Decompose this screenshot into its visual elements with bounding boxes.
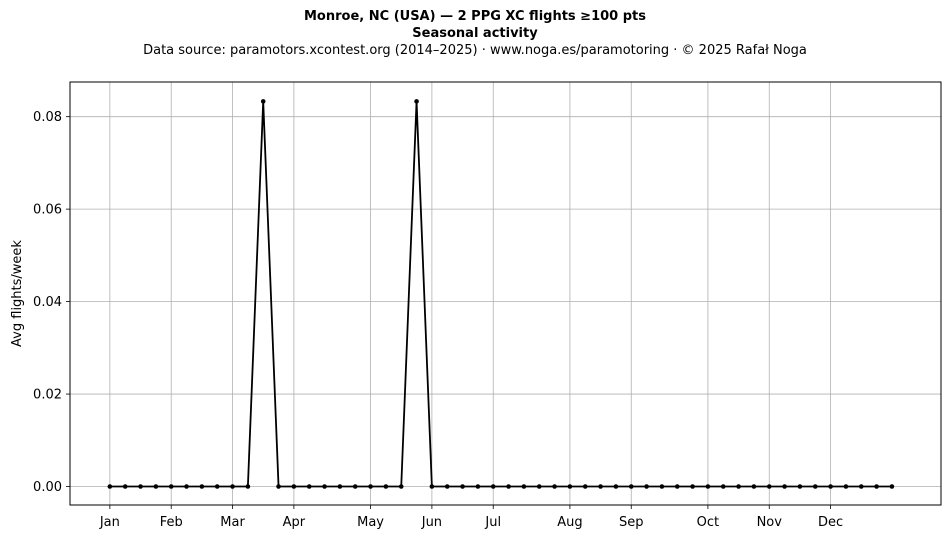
chart-title: Monroe, NC (USA) — 2 PPG XC flights ≥100… [304, 9, 646, 24]
data-point [245, 484, 251, 489]
data-point [230, 484, 235, 489]
y-axis: 0.00 0.02 0.04 0.06 0.08 [33, 110, 70, 495]
x-axis: Jan Feb Mar Apr May Jun Jul Aug Sep Oct Nov Dec [99, 505, 843, 530]
x-tick-label: Aug [557, 515, 582, 530]
data-point [659, 484, 665, 489]
data-point [812, 484, 818, 489]
data-point [138, 484, 143, 489]
data-point [736, 484, 741, 489]
chart-source-note: Data source: paramotors.xcontest.org (20… [143, 43, 807, 58]
data-point [874, 484, 879, 489]
x-tick-label: Apr [283, 515, 306, 530]
x-tick-label: Mar [220, 515, 245, 530]
x-tick-label: Feb [160, 515, 183, 530]
data-point [644, 484, 649, 489]
data-point [613, 484, 619, 489]
y-axis-label: Avg flights/week [10, 240, 25, 347]
data-point [460, 484, 465, 489]
y-tick-label: 0.04 [33, 295, 62, 310]
data-point [828, 484, 833, 489]
data-point [184, 484, 189, 489]
data-point [490, 484, 496, 489]
data-point [337, 484, 343, 489]
x-tick-label: Jul [484, 515, 501, 530]
data-point [552, 484, 557, 489]
data-point [889, 484, 895, 489]
data-point [582, 484, 588, 489]
chart-titles: Monroe, NC (USA) — 2 PPG XC flights ≥100… [0, 8, 950, 60]
data-point [690, 484, 695, 489]
y-tick-label: 0.02 [33, 388, 62, 403]
data-point [306, 484, 312, 489]
grid-lines [70, 82, 941, 505]
chart-subtitle: Seasonal activity [412, 26, 538, 41]
data-point [199, 484, 205, 489]
data-point [536, 484, 542, 489]
data-point [521, 484, 527, 489]
data-point [674, 484, 680, 489]
data-point [858, 484, 864, 489]
x-tick-label: Jan [99, 515, 120, 530]
data-point [751, 484, 757, 489]
plot-frame [69, 81, 942, 506]
y-tick-label: 0.00 [33, 480, 62, 495]
x-tick-label: Sep [619, 515, 644, 530]
data-point [291, 484, 297, 489]
data-point [322, 484, 327, 489]
data-point [107, 484, 113, 489]
data-point [843, 484, 849, 489]
data-point [705, 484, 711, 489]
series-line [109, 101, 892, 488]
data-point [383, 484, 389, 489]
data-point [398, 484, 404, 489]
data-point [506, 484, 511, 489]
data-point [766, 484, 772, 489]
data-point [276, 484, 281, 489]
data-point [429, 484, 435, 489]
data-point [720, 484, 726, 489]
data-point [475, 484, 481, 489]
data-point [260, 99, 266, 104]
data-point [168, 484, 174, 489]
data-point [214, 484, 220, 489]
data-point [368, 484, 373, 489]
data-point [797, 484, 803, 489]
series-group [107, 99, 895, 489]
data-point [444, 484, 450, 489]
x-tick-label: Nov [757, 515, 783, 530]
x-tick-label: Dec [818, 515, 843, 530]
data-point [567, 484, 573, 489]
data-point [414, 99, 419, 104]
data-point [122, 484, 128, 489]
x-tick-label: May [357, 515, 384, 530]
data-point [628, 484, 634, 489]
x-tick-label: Oct [697, 515, 719, 530]
data-point [352, 484, 358, 489]
y-tick-label: 0.06 [33, 203, 62, 218]
x-tick-label: Jun [421, 515, 442, 530]
y-tick-label: 0.08 [33, 110, 62, 125]
data-point [598, 484, 603, 489]
data-point [782, 484, 787, 489]
data-point [153, 484, 159, 489]
